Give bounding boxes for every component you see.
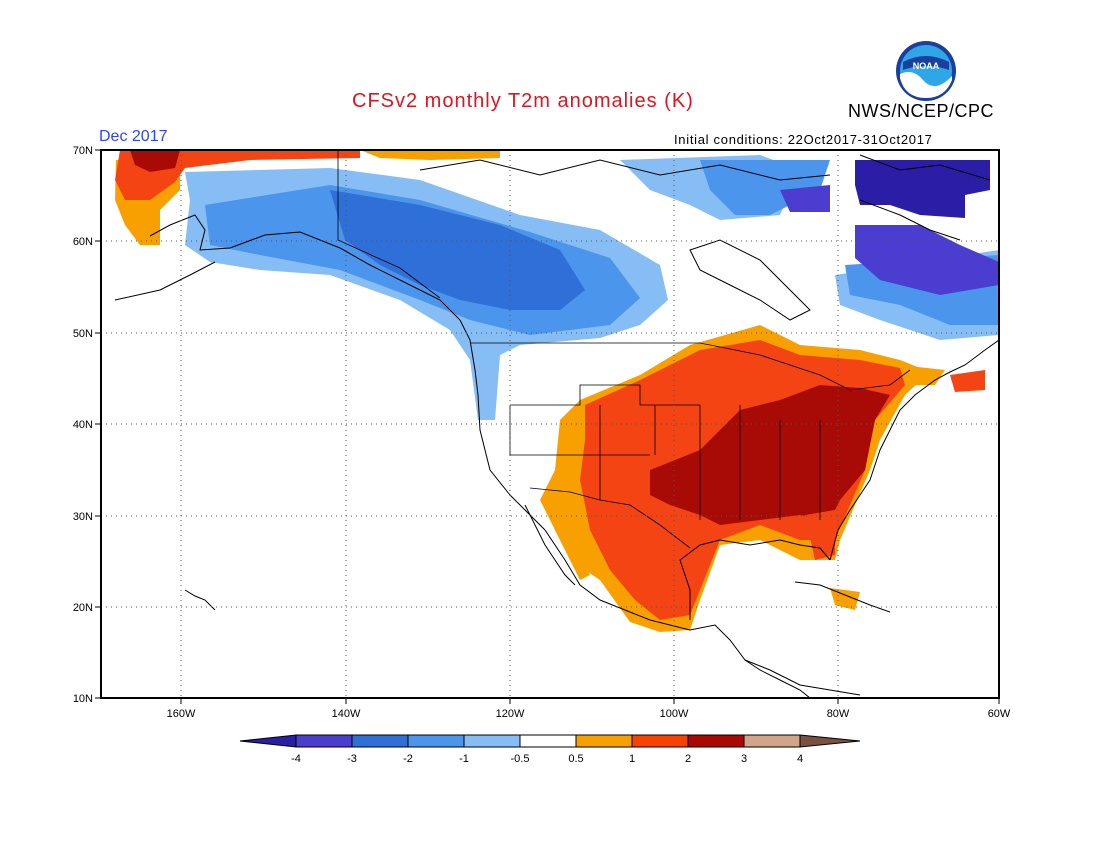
colorbar-label: -4 <box>291 753 301 765</box>
us-mexico-border <box>529 487 691 549</box>
colorbar-bin-9 <box>743 734 801 748</box>
noaa-logo: NOAA <box>896 41 956 101</box>
lat-tick-60n: 60N <box>73 236 93 248</box>
ne-purple <box>855 225 999 295</box>
anomaly-field <box>115 150 999 632</box>
lon-tick-80w: 80W <box>827 708 850 720</box>
nova-scotia-red <box>950 370 985 392</box>
colorbar-low-arrow <box>239 734 297 748</box>
colorbar-label: 0.5 <box>568 753 583 765</box>
lon-tick-120w: 120W <box>496 708 525 720</box>
central-america <box>744 659 861 696</box>
lat-tick-30n: 30N <box>73 511 93 523</box>
lon-axis: 160W 140W 120W 100W 80W 60W <box>167 698 1011 720</box>
colorbar-label: 3 <box>741 753 747 765</box>
canada-north <box>419 159 831 181</box>
colorbar-label: -3 <box>347 753 357 765</box>
colorbar-label: 2 <box>685 753 691 765</box>
colorbar-label: -0.5 <box>511 753 530 765</box>
baja-orange <box>555 530 590 580</box>
colorbar: -4 -3 -2 -1 -0.5 0.5 1 2 3 4 <box>239 734 861 765</box>
lon-tick-100w: 100W <box>660 708 689 720</box>
bering-coast <box>114 261 216 301</box>
caribbean-orange <box>830 588 860 610</box>
florida-red <box>805 510 835 560</box>
colorbar-bin-8 <box>687 734 745 748</box>
hudson-bay <box>689 239 811 321</box>
initial-conditions: Initial conditions: 22Oct2017-31Oct2017 <box>674 132 933 147</box>
greenland-darkpurple <box>855 160 990 218</box>
colorbar-bin-6 <box>575 734 633 748</box>
lat-tick-20n: 20N <box>73 602 93 614</box>
colorbar-label: 1 <box>629 753 635 765</box>
colorbar-high-arrow <box>799 734 861 748</box>
target-month: Dec 2017 <box>99 128 168 145</box>
colorbar-label: 4 <box>797 753 803 765</box>
noaa-logo-text: NOAA <box>913 61 940 71</box>
political-borders <box>337 150 911 549</box>
us-canada-border <box>470 342 911 391</box>
coastlines <box>114 154 999 698</box>
agency-label: NWS/NCEP/CPC <box>848 101 995 121</box>
gulf-coast <box>679 539 831 620</box>
colorbar-bin-1 <box>295 734 353 748</box>
colorbar-label: -1 <box>459 753 469 765</box>
colorbar-label: -2 <box>403 753 413 765</box>
alaska-canada-border <box>337 150 441 299</box>
lat-tick-40n: 40N <box>73 419 93 431</box>
lat-tick-50n: 50N <box>73 328 93 340</box>
lon-tick-160w: 160W <box>167 708 196 720</box>
east-coast <box>829 339 999 561</box>
lat-tick-10n: 10N <box>73 693 93 705</box>
colorbar-bin-5 <box>519 734 577 748</box>
colorbar-bin-4 <box>463 734 521 748</box>
baja <box>524 504 576 586</box>
map-title: CFSv2 monthly T2m anomalies (K) <box>352 90 694 112</box>
lon-tick-60w: 60W <box>988 708 1011 720</box>
colorbar-bin-2 <box>351 734 409 748</box>
greenland-coast <box>859 154 991 241</box>
lat-tick-70n: 70N <box>73 145 93 157</box>
colorbar-bin-7 <box>631 734 689 748</box>
hawaii <box>184 589 216 611</box>
alaska-coast <box>149 214 811 698</box>
nw-blue-core <box>330 190 585 310</box>
colorbar-bin-3 <box>407 734 465 748</box>
alaska-darkred-patch <box>130 150 180 172</box>
lat-axis: 70N 60N 50N 40N 30N 20N 10N <box>73 145 101 705</box>
arctic-orange-patch <box>360 150 500 160</box>
lon-tick-140w: 140W <box>332 708 361 720</box>
baffin-purple <box>780 185 830 212</box>
us-darkred <box>650 385 890 525</box>
